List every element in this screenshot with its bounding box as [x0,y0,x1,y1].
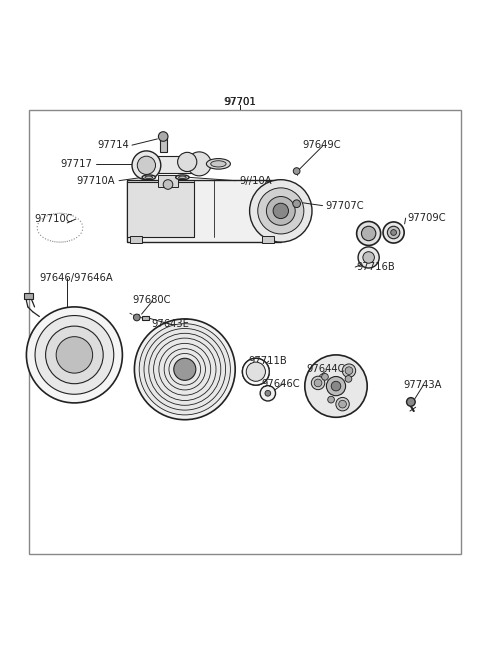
Text: 97680C: 97680C [132,295,171,305]
Text: 97743A: 97743A [403,380,442,390]
Circle shape [137,156,156,174]
Text: 97643E: 97643E [151,319,189,328]
Text: 97701: 97701 [224,97,256,107]
Circle shape [305,355,367,417]
Bar [29,110,461,554]
Circle shape [56,336,93,373]
Ellipse shape [176,175,189,180]
Bar [142,156,204,173]
Circle shape [250,180,312,242]
Bar [142,315,149,320]
Bar [127,180,281,242]
Circle shape [46,326,103,384]
Text: 97644C: 97644C [306,364,345,374]
Circle shape [293,200,300,208]
Ellipse shape [211,161,226,167]
Ellipse shape [179,176,186,179]
Circle shape [149,333,221,405]
Bar [160,137,167,152]
Circle shape [132,151,161,180]
Bar [130,236,142,243]
Text: 97714: 97714 [97,140,129,150]
Circle shape [178,152,197,171]
Circle shape [331,381,341,391]
Circle shape [242,358,269,385]
Circle shape [345,367,353,374]
Circle shape [258,188,304,234]
Circle shape [154,338,216,401]
Circle shape [144,328,226,410]
Text: 97707C: 97707C [325,200,364,211]
Circle shape [134,319,235,420]
Ellipse shape [206,158,230,169]
Circle shape [326,376,346,396]
Circle shape [314,379,322,387]
Text: 97701: 97701 [224,97,256,107]
Text: 9//10A: 9//10A [239,175,272,186]
Bar [24,293,33,299]
Circle shape [339,400,347,408]
Text: 97646C: 97646C [262,378,300,389]
Circle shape [336,397,349,411]
Circle shape [383,222,404,243]
Circle shape [260,386,276,401]
Circle shape [133,314,140,321]
Text: 97710A: 97710A [77,175,115,186]
Circle shape [246,362,265,381]
Circle shape [363,252,374,263]
Circle shape [139,324,230,415]
Circle shape [407,397,415,406]
Text: 97711B: 97711B [249,356,288,366]
Text: 97710C: 97710C [35,214,73,224]
Circle shape [187,152,211,176]
Circle shape [345,376,352,382]
Bar [262,236,274,243]
Ellipse shape [145,176,153,179]
Bar [127,182,194,237]
Circle shape [312,376,325,390]
Circle shape [26,307,122,403]
Text: 97717: 97717 [61,159,93,169]
Circle shape [273,203,288,219]
Circle shape [391,229,396,235]
Text: 97716B: 97716B [356,262,395,272]
Circle shape [357,221,381,246]
Circle shape [164,349,205,390]
Circle shape [293,168,300,174]
Text: 97646/97646A: 97646/97646A [39,273,113,283]
Text: 97649C: 97649C [302,140,341,150]
Circle shape [35,315,114,394]
Circle shape [361,226,376,240]
Circle shape [159,344,211,396]
Circle shape [266,196,295,225]
Circle shape [174,358,196,380]
Circle shape [358,247,379,268]
Text: 97709C: 97709C [407,213,445,223]
Bar [158,175,178,187]
Circle shape [387,226,400,238]
Circle shape [342,364,356,377]
Ellipse shape [142,175,156,180]
Circle shape [265,390,271,396]
Circle shape [169,353,201,385]
Circle shape [328,396,335,403]
Circle shape [158,131,168,141]
Circle shape [322,373,328,380]
Circle shape [163,180,173,189]
